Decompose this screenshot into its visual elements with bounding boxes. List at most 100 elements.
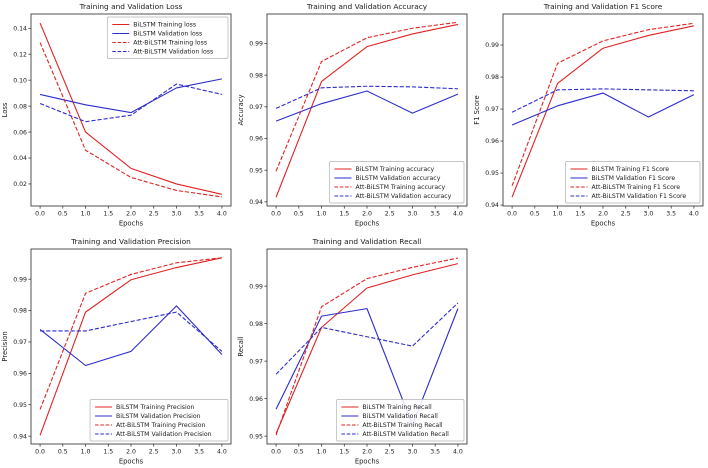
- x-tick-label: 2.0: [362, 211, 372, 218]
- x-tick-label: 4.0: [217, 211, 227, 218]
- x-tick-label: 1.0: [317, 211, 327, 218]
- legend-label-bilstm-training-f1-score: BiLSTM Training F1 Score: [592, 166, 670, 173]
- chart-loss: 0.0 0.5 1.0 1.5 2.0 2.5 3.0 3.5 4.0 0.02 0.04 0.06 0…: [0, 0, 236, 230]
- series-line-bilstm-validation-recall: [275, 308, 459, 426]
- y-tick-label: 0.96: [485, 138, 499, 145]
- x-tick-label: 3.5: [430, 449, 440, 456]
- x-tick-label: 2.5: [149, 449, 159, 456]
- x-tick-label: 3.0: [408, 449, 418, 456]
- legend-label-att-bilstm-validation-precision: Att-BiLSTM Validation Precision: [116, 431, 212, 438]
- legend-label-att-bilstm-validation-loss: Att-BiLSTM Validation loss: [133, 49, 213, 56]
- x-tick-label: 0.0: [271, 211, 281, 218]
- legend-label-bilstm-validation-loss: BiLSTM Validation loss: [133, 31, 202, 38]
- y-tick-label: 0.04: [13, 155, 27, 162]
- legend-label-att-bilstm-training-precision: Att-BiLSTM Training Precision: [116, 422, 205, 429]
- legend: BiLSTM Training F1 Score BiLSTM Validatio…: [565, 161, 701, 204]
- x-tick-label: 1.0: [317, 449, 327, 456]
- y-tick-label: 0.99: [249, 41, 263, 48]
- y-axis-label: F1 Score: [473, 95, 481, 124]
- chart-svg: 0.0 0.5 1.0 1.5 2.0 2.5 3.0 3.5 4.0 0.02 0.04 0.06 0…: [1, 2, 232, 228]
- x-tick-label: 1.0: [81, 211, 91, 218]
- series-line-bilstm-training-loss: [39, 22, 223, 195]
- x-tick-label: 1.5: [103, 449, 113, 456]
- x-tick-label: 1.5: [103, 211, 113, 218]
- chart-title: Training and Validation Accuracy: [306, 2, 428, 11]
- y-axis-label: Recall: [237, 336, 245, 356]
- y-tick-label: 0.08: [13, 103, 27, 110]
- x-tick-label: 0.0: [35, 211, 45, 218]
- y-tick-label: 0.12: [13, 51, 27, 58]
- x-tick-label: 0.0: [271, 449, 281, 456]
- x-axis-label: Epochs: [355, 220, 380, 228]
- x-axis-label: Epochs: [591, 220, 616, 228]
- y-tick-label: 0.95: [13, 402, 27, 409]
- legend-label-att-bilstm-validation-recall: Att-BiLSTM Validation Recall: [362, 431, 449, 438]
- x-tick-label: 4.0: [453, 211, 463, 218]
- x-axis-label: Epochs: [119, 220, 144, 228]
- legend-box: [106, 16, 229, 59]
- y-tick-label: 0.98: [249, 72, 263, 79]
- y-tick-label: 0.94: [485, 202, 499, 209]
- x-tick-label: 0.5: [294, 211, 304, 218]
- chart-title: Training and Validation F1 Score: [543, 2, 663, 11]
- x-tick-label: 3.0: [172, 449, 182, 456]
- legend: BiLSTM Training accuracy BiLSTM Validatio…: [329, 161, 465, 204]
- y-tick-label: 0.97: [249, 358, 263, 365]
- x-tick-label: 2.5: [385, 211, 395, 218]
- legend-label-att-bilstm-training-recall: Att-BiLSTM Training Recall: [362, 422, 443, 429]
- y-tick-label: 0.06: [13, 129, 27, 136]
- series-line-att-bilstm-training-f1-score: [511, 22, 694, 187]
- y-tick-label: 0.96: [249, 396, 263, 403]
- y-tick-label: 0.97: [13, 339, 27, 346]
- y-tick-label: 0.02: [13, 181, 27, 188]
- y-tick-label: 0.98: [13, 308, 27, 315]
- x-tick-label: 1.0: [553, 211, 563, 218]
- x-tick-label: 4.0: [453, 449, 463, 456]
- x-tick-label: 0.5: [294, 449, 304, 456]
- x-tick-label: 2.5: [385, 449, 395, 456]
- legend-label-att-bilstm-validation-f1-score: Att-BiLSTM Validation F1 Score: [592, 193, 687, 200]
- x-tick-label: 1.5: [339, 211, 349, 218]
- x-axis-label: Epochs: [355, 458, 380, 466]
- x-tick-label: 1.5: [339, 449, 349, 456]
- x-tick-label: 2.0: [126, 211, 136, 218]
- y-tick-label: 0.94: [249, 199, 263, 206]
- y-tick-label: 0.99: [249, 283, 263, 290]
- y-axis-label: Accuracy: [237, 94, 245, 125]
- legend-box: [336, 399, 465, 442]
- y-tick-label: 0.98: [249, 321, 263, 328]
- x-tick-label: 3.0: [408, 211, 418, 218]
- series-line-att-bilstm-validation-accuracy: [275, 85, 458, 109]
- chart-title: Training and Validation Precision: [70, 237, 191, 246]
- legend-label-bilstm-validation-precision: BiLSTM Validation Precision: [116, 413, 201, 420]
- y-tick-label: 0.95: [485, 170, 499, 177]
- y-tick-label: 0.98: [485, 74, 499, 81]
- x-tick-label: 0.5: [530, 211, 540, 218]
- chart-svg: 0.0 0.5 1.0 1.5 2.0 2.5 3.0 3.5 4.0 0.94 0.95 0.96 0…: [1, 237, 232, 466]
- chart-svg: 0.0 0.5 1.0 1.5 2.0 2.5 3.0 3.5 4.0 0.95 0.96 0.97 0…: [237, 237, 468, 466]
- y-axis-label: Precision: [1, 331, 9, 361]
- x-tick-label: 0.0: [35, 449, 45, 456]
- x-tick-label: 2.0: [126, 449, 136, 456]
- y-tick-label: 0.94: [13, 433, 27, 440]
- legend-label-bilstm-training-precision: BiLSTM Training Precision: [116, 404, 194, 411]
- x-tick-label: 3.0: [172, 211, 182, 218]
- legend-label-bilstm-training-recall: BiLSTM Training Recall: [362, 404, 432, 411]
- chart-precision: 0.0 0.5 1.0 1.5 2.0 2.5 3.0 3.5 4.0 0.94 0.95 0.96 0…: [0, 235, 236, 468]
- x-tick-label: 1.5: [575, 211, 585, 218]
- x-tick-label: 3.5: [194, 449, 204, 456]
- y-tick-label: 0.95: [249, 433, 263, 440]
- x-tick-label: 3.5: [194, 211, 204, 218]
- series-line-bilstm-validation-loss: [39, 78, 223, 114]
- legend-label-bilstm-validation-recall: BiLSTM Validation Recall: [362, 413, 438, 420]
- series-line-att-bilstm-validation-recall: [275, 302, 459, 375]
- series-line-att-bilstm-validation-loss: [39, 83, 223, 123]
- chart-svg: 0.0 0.5 1.0 1.5 2.0 2.5 3.0 3.5 4.0 0.94 0.95 0.96 0…: [237, 2, 468, 228]
- legend-label-bilstm-validation-f1-score: BiLSTM Validation F1 Score: [592, 175, 676, 182]
- x-axis-label: Epochs: [119, 458, 144, 466]
- x-tick-label: 4.0: [217, 449, 227, 456]
- y-tick-label: 0.96: [13, 371, 27, 378]
- series-line-att-bilstm-training-recall: [275, 257, 459, 436]
- y-tick-label: 0.95: [249, 167, 263, 174]
